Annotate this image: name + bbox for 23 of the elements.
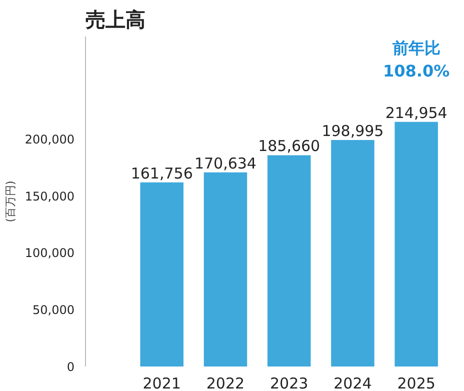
data-label: 214,954: [385, 104, 448, 122]
y-tick-label: 200,000: [24, 132, 74, 146]
bar: [140, 182, 184, 366]
bar: [394, 122, 438, 366]
y-axis-title: (百万円): [4, 180, 17, 222]
bar: [204, 172, 248, 366]
x-tick-label: 2025: [397, 374, 436, 391]
y-tick-label: 0: [66, 360, 75, 374]
bar: [267, 155, 311, 366]
annotation: 前年比 108.0%: [383, 38, 450, 80]
bar: [331, 140, 374, 366]
x-tick-label: 2023: [270, 374, 308, 391]
data-label: 185,660: [258, 137, 320, 156]
chart-title: 売上高: [86, 8, 146, 32]
y-tick-label: 150,000: [24, 189, 74, 204]
x-tick-label: 2024: [334, 374, 372, 391]
x-tick-label: 2021: [142, 374, 181, 391]
y-tick-label: 100,000: [24, 246, 74, 260]
data-label: 198,995: [322, 122, 384, 140]
x-tick-label: 2022: [206, 374, 245, 391]
data-label: 170,634: [194, 154, 256, 172]
y-tick-label: 50,000: [32, 303, 75, 318]
data-label: 161,756: [130, 164, 193, 182]
